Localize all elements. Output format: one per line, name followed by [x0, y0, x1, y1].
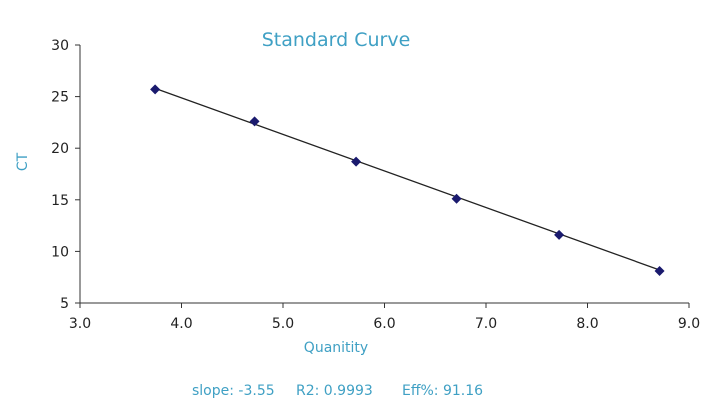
data-point	[554, 229, 565, 240]
x-tick-label: 3.0	[69, 316, 91, 332]
chart-title: Standard Curve	[262, 29, 411, 51]
y-tick-label: 10	[51, 244, 69, 260]
data-point	[451, 193, 462, 204]
y-tick-label: 25	[51, 90, 69, 106]
data-points-group	[150, 84, 665, 277]
trendline-group	[154, 87, 660, 271]
data-point	[150, 84, 161, 95]
data-point	[351, 156, 362, 167]
y-axis-ticks: 5 10 15 20 25 30	[51, 38, 80, 312]
x-tick-label: 6.0	[373, 316, 395, 332]
y-tick-label: 15	[51, 193, 69, 209]
x-tick-label: 8.0	[576, 316, 598, 332]
x-tick-label: 9.0	[678, 316, 700, 332]
r2-annotation: R2: 0.9993	[296, 383, 373, 399]
trendline	[154, 87, 660, 271]
x-axis-ticks: 3.0 4.0 5.0 6.0 7.0 8.0 9.0	[69, 303, 700, 332]
x-tick-label: 4.0	[170, 316, 192, 332]
y-tick-label: 5	[60, 296, 69, 312]
y-axis-title: CT	[15, 152, 31, 171]
data-point	[654, 266, 665, 277]
x-tick-label: 7.0	[475, 316, 497, 332]
x-axis-title: Quanitity	[304, 340, 368, 356]
chart-axes	[79, 45, 689, 304]
y-tick-label: 30	[51, 38, 69, 54]
x-tick-label: 5.0	[272, 316, 294, 332]
slope-annotation: slope: -3.55	[192, 383, 275, 399]
y-tick-label: 20	[51, 141, 69, 157]
data-point	[249, 116, 260, 127]
efficiency-annotation: Eff%: 91.16	[402, 383, 483, 399]
